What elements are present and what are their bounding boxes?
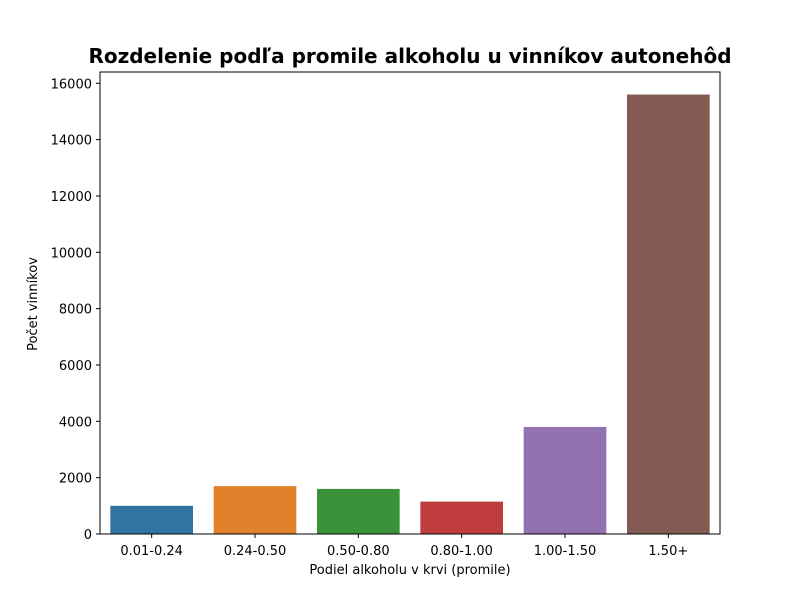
bar-0.01-0.24 [110,505,193,534]
y-tick-label: 6000 [59,359,92,374]
x-axis-label: Podiel alkoholu v krvi (promile) [309,563,510,578]
bars-group [110,94,710,534]
bar-0.50-0.80 [317,488,400,534]
y-tick-label: 0 [84,528,92,543]
y-axis-label: Počet vinníkov [26,257,41,351]
chart-title: Rozdelenie podľa promile alkoholu u vinn… [88,44,731,68]
x-tick-label: 0.24-0.50 [224,544,287,559]
bar-0.80-1.00 [420,501,503,534]
x-tick-label: 0.50-0.80 [327,544,390,559]
y-tick-label: 12000 [51,190,92,205]
y-tick-label: 10000 [51,246,92,261]
x-tick-label: 0.80-1.00 [430,544,493,559]
y-tick-label: 4000 [59,415,92,430]
x-tick-label: 1.50+ [648,544,688,559]
x-tick-label: 1.00-1.50 [534,544,597,559]
x-tick-label: 0.01-0.24 [120,544,183,559]
bar-1.00-1.50 [523,426,607,534]
y-tick-label: 8000 [59,303,92,318]
bar-0.24-0.50 [213,486,297,534]
y-axis: 0 2000 4000 6000 8000 10000 12000 14000 16000 [51,77,100,543]
x-axis: 0.01-0.24 0.24-0.50 0.50-0.80 0.80-1.00 1.00… [120,534,688,559]
y-tick-label: 16000 [51,77,92,92]
plot-frame [99,71,721,535]
y-tick-label: 2000 [59,472,92,487]
y-tick-label: 14000 [51,134,92,149]
bar-1.50+ [627,94,710,534]
